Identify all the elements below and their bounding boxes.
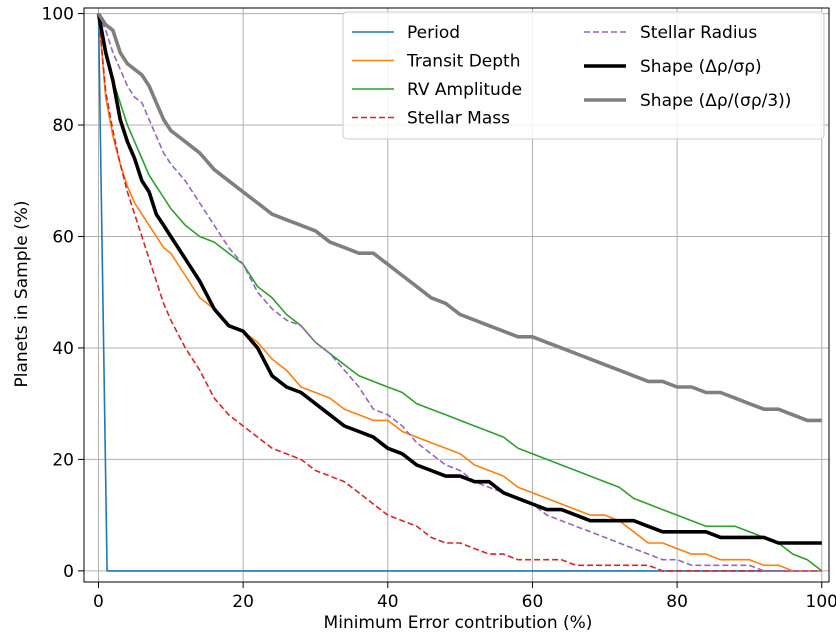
legend-label-3: Stellar Mass — [407, 109, 510, 129]
y-tick-label: 80 — [52, 116, 74, 136]
x-tick-label: 100 — [806, 592, 836, 612]
y-tick-label: 100 — [42, 5, 74, 25]
legend-label-2: RV Amplitude — [407, 80, 522, 100]
legend-label-0: Period — [407, 23, 460, 43]
y-tick-label: 0 — [63, 562, 74, 582]
x-axis-label: Minimum Error contribution (%) — [324, 613, 593, 633]
series-line-2 — [97, 13, 823, 572]
y-tick-label: 20 — [52, 450, 74, 470]
x-tick-label: 80 — [666, 592, 688, 612]
x-tick-label: 0 — [93, 592, 104, 612]
series-line-1 — [97, 13, 822, 572]
legend-box — [342, 11, 825, 140]
plot-frame — [83, 7, 830, 583]
series-line-6 — [96, 12, 822, 423]
axis-ticks: 0 20 40 60 80 100 0 20 40 60 80 100 — [42, 5, 836, 612]
y-axis-label: Planets in Sample (%) — [12, 200, 32, 387]
series-line-4 — [97, 13, 822, 572]
x-tick-label: 20 — [232, 592, 254, 612]
series-layer — [96, 12, 823, 572]
legend-label-5: Shape (Δρ/σρ) — [640, 57, 762, 77]
legend-label-6: Shape (Δρ/(σρ/3)) — [640, 91, 791, 111]
y-tick-label: 40 — [52, 339, 74, 359]
series-line-3 — [97, 13, 822, 572]
legend-label-1: Transit Depth — [406, 52, 521, 72]
series-line-5 — [96, 13, 822, 545]
x-tick-label: 60 — [522, 592, 544, 612]
legend-label-4: Stellar Radius — [640, 23, 757, 43]
y-tick-label: 60 — [52, 227, 74, 247]
series-line-0 — [97, 13, 822, 572]
x-tick-label: 40 — [377, 592, 399, 612]
legend: Period Transit Depth RV Amplitude Stellar M… — [342, 11, 825, 140]
